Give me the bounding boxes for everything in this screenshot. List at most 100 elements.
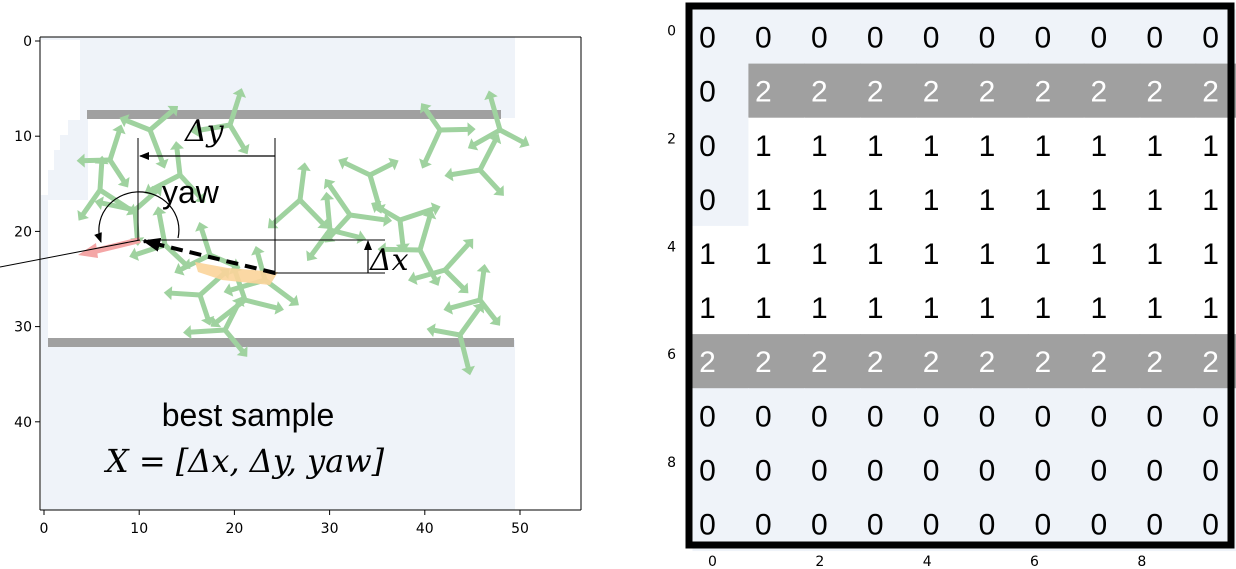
grid-cell-value: 2	[811, 76, 828, 109]
caption-title: best sample	[162, 397, 335, 433]
sample-arrow	[222, 327, 248, 357]
grid-cell	[804, 171, 861, 227]
sample-arrow	[426, 323, 463, 338]
grid-cell-value: 0	[755, 400, 772, 433]
sample-arrow	[107, 124, 126, 163]
displacement-arrow	[142, 237, 276, 275]
sample-arrow	[477, 133, 502, 173]
grid-cell-value: 0	[979, 508, 996, 541]
grid-cell-value: 1	[1035, 130, 1052, 163]
grid-cell	[860, 442, 917, 497]
grid-cell-value: 1	[867, 184, 884, 217]
sample-arrow	[197, 292, 215, 326]
grid-cell	[916, 442, 973, 497]
grid-cell	[1027, 117, 1085, 173]
grid-cell	[804, 280, 861, 335]
grid-cell-value: 0	[1035, 454, 1052, 487]
grid-cell	[1083, 442, 1141, 497]
grid-cell-value: 0	[1146, 508, 1163, 541]
grid-cell-value: 1	[755, 130, 772, 163]
grid-cell-value: 1	[1035, 184, 1052, 217]
grid-cell	[916, 280, 973, 335]
grid-cell-value: 0	[811, 22, 828, 55]
y-tick-label: 30	[14, 320, 32, 336]
grid-y-tick-label: 8	[667, 455, 676, 471]
grid-cell-value: 0	[699, 400, 716, 433]
grid-cell	[692, 280, 749, 335]
grid-cell-value: 2	[923, 76, 940, 109]
grid-cell	[1083, 171, 1141, 227]
grid-cell-value: 0	[699, 454, 716, 487]
grid-cell-value: 2	[979, 346, 996, 379]
grid-cell	[1083, 117, 1141, 173]
grid-cell-value: 0	[1146, 454, 1163, 487]
y-tick-label: 20	[14, 224, 32, 240]
grid-cell	[692, 334, 749, 389]
sample-arrow	[222, 296, 245, 333]
y-tick-label: 40	[14, 415, 32, 431]
grid-cell-value: 1	[699, 292, 716, 325]
y-tick-label: 10	[14, 129, 32, 145]
sample-arrow	[371, 201, 403, 223]
grid-cell	[692, 63, 749, 119]
grid-cell	[804, 225, 861, 281]
sample-arrow	[174, 252, 213, 276]
grid-cell-value: 0	[1202, 454, 1219, 487]
sample-arrow	[297, 197, 329, 229]
grid-cell	[972, 334, 1029, 389]
grid-y-tick-label: 6	[667, 347, 676, 363]
grid-y-tick-label: 4	[667, 239, 676, 255]
grid-cell	[1139, 171, 1197, 227]
grid-y-tick-label: 2	[667, 131, 676, 147]
grid-cell	[860, 280, 917, 335]
grid-cell	[1027, 280, 1085, 335]
grid-cell	[860, 225, 917, 281]
grid-cell-value: 0	[699, 130, 716, 163]
grid-cell	[1139, 442, 1197, 497]
grid-cell	[692, 117, 749, 173]
sample-arrow	[397, 202, 441, 223]
grid-x-tick-label: 2	[815, 554, 824, 569]
grid-cell-value: 0	[979, 400, 996, 433]
grid-cell-value: 0	[699, 22, 716, 55]
grid-cell	[748, 117, 805, 173]
grid-cell-value: 1	[923, 238, 940, 271]
grid-cell-value: 2	[1146, 76, 1163, 109]
x-tick-label: 10	[130, 521, 148, 537]
delta-y-label: Δy	[184, 114, 225, 149]
grid-cell-value: 0	[699, 508, 716, 541]
grid-cell	[916, 388, 973, 443]
grid-cell-value: 0	[923, 454, 940, 487]
sample-arrow	[94, 196, 138, 213]
grid-cell-value: 1	[979, 292, 996, 325]
grid-cell-value: 0	[699, 184, 716, 217]
grid-cell	[1139, 334, 1197, 389]
grid-cell	[748, 171, 805, 227]
grid-cell-value: 0	[923, 22, 940, 55]
delta-x-dimension	[148, 239, 385, 274]
grid-cell-value: 0	[811, 508, 828, 541]
grid-cell-value: 1	[811, 130, 828, 163]
sample-arrow	[419, 127, 443, 169]
grid-cell-value: 1	[811, 184, 828, 217]
grid-cell-value: 2	[867, 346, 884, 379]
grid-cell-value: 0	[1090, 400, 1107, 433]
grid-cell	[1139, 388, 1197, 443]
grid-cell	[972, 117, 1029, 173]
grid-cell	[860, 334, 917, 389]
grid-cell	[972, 280, 1029, 335]
grid-cell-value: 2	[1202, 346, 1219, 379]
sample-arrow	[267, 197, 303, 229]
grid-cell	[748, 280, 805, 335]
grid-cell-value: 1	[867, 238, 884, 271]
grid-x-tick-label: 6	[1030, 554, 1039, 569]
sample-arrow	[457, 332, 475, 376]
grid-cell-value: 0	[867, 22, 884, 55]
grid-cell-value: 0	[1146, 22, 1163, 55]
grid-cell	[972, 388, 1029, 443]
sample-arrow	[94, 155, 109, 193]
grid-cell	[916, 9, 973, 65]
grid-cell	[1027, 388, 1085, 443]
lower-wall	[48, 338, 514, 347]
yaw-arc	[94, 191, 180, 243]
